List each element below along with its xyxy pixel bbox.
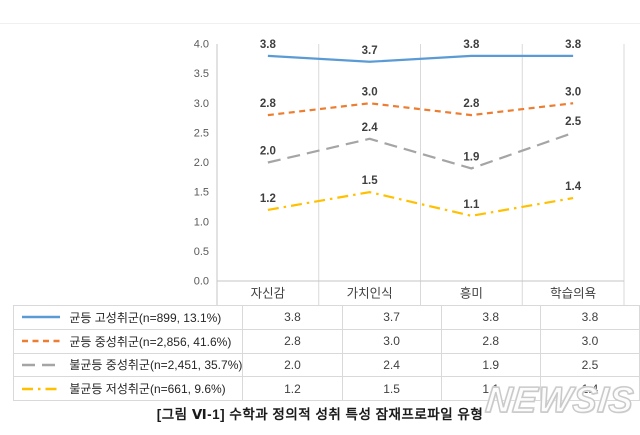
legend-cell: 불균등 저성취군(n=661, 9.6%) bbox=[12, 376, 244, 402]
table-row: 균등 중성취군(n=2,856, 41.6%) 2.8 3.0 2.8 3.0 bbox=[12, 328, 640, 354]
table-cell: 3.8 bbox=[539, 305, 640, 330]
table-row: 불균등 중성취군(n=2,451, 35.7%) 2.0 2.4 1.9 2.5 bbox=[12, 352, 640, 378]
series-label: 불균등 저성취군(n=661, 9.6%) bbox=[69, 382, 226, 397]
series-label: 균등 고성취군(n=899, 13.1%) bbox=[69, 310, 222, 325]
svg-text:자신감: 자신감 bbox=[251, 287, 286, 301]
table-cell: 3.7 bbox=[341, 305, 442, 330]
table-cell: 2.8 bbox=[242, 328, 343, 354]
figure-caption: [그림 Ⅵ-1] 수학과 정의적 성취 특성 잠재프로파일 유형 bbox=[156, 407, 484, 422]
svg-text:0.5: 0.5 bbox=[194, 246, 209, 258]
table-cell: 3.0 bbox=[341, 328, 442, 354]
svg-text:2.0: 2.0 bbox=[194, 157, 209, 169]
svg-text:2.5: 2.5 bbox=[194, 127, 209, 139]
svg-text:3.0: 3.0 bbox=[362, 86, 378, 98]
table-cell: 2.8 bbox=[440, 328, 541, 354]
table-cell: 2.0 bbox=[242, 352, 343, 378]
legend-cell: 불균등 중성취군(n=2,451, 35.7%) bbox=[12, 352, 244, 378]
table-cell: 3.0 bbox=[539, 328, 640, 354]
table-cell: 1.5 bbox=[341, 376, 442, 402]
table-cell: 1.1 bbox=[440, 376, 541, 402]
svg-text:1.5: 1.5 bbox=[362, 175, 379, 187]
series-line-swatch-icon bbox=[22, 316, 60, 319]
svg-text:2.0: 2.0 bbox=[260, 146, 276, 158]
svg-text:3.8: 3.8 bbox=[260, 39, 277, 51]
legend-cell: 균등 중성취군(n=2,856, 41.6%) bbox=[12, 328, 244, 354]
svg-text:4.0: 4.0 bbox=[194, 39, 209, 51]
table-cell: 3.8 bbox=[440, 305, 541, 330]
top-divider bbox=[0, 23, 640, 24]
svg-text:1.2: 1.2 bbox=[260, 193, 276, 205]
legend-cell: 균등 고성취군(n=899, 13.1%) bbox=[12, 305, 244, 330]
svg-text:2.5: 2.5 bbox=[565, 116, 582, 128]
svg-text:2.8: 2.8 bbox=[463, 98, 480, 110]
table-cell: 1.9 bbox=[440, 352, 541, 378]
table-cell: 1.4 bbox=[539, 376, 640, 402]
svg-text:1.5: 1.5 bbox=[194, 187, 209, 199]
svg-text:학습의욕: 학습의욕 bbox=[550, 287, 596, 301]
series-line-swatch-icon bbox=[22, 363, 60, 367]
svg-text:3.7: 3.7 bbox=[362, 45, 378, 57]
table-cell: 3.8 bbox=[242, 305, 343, 330]
svg-text:1.0: 1.0 bbox=[194, 216, 209, 228]
svg-text:3.8: 3.8 bbox=[463, 39, 480, 51]
svg-text:3.5: 3.5 bbox=[194, 68, 209, 80]
table-row: 불균등 저성취군(n=661, 9.6%) 1.2 1.5 1.1 1.4 bbox=[12, 376, 640, 402]
svg-text:가치인식: 가치인식 bbox=[347, 287, 393, 301]
series-label: 불균등 중성취군(n=2,451, 35.7%) bbox=[69, 358, 243, 373]
svg-text:2.8: 2.8 bbox=[260, 98, 277, 110]
svg-text:3.0: 3.0 bbox=[565, 86, 581, 98]
line-chart: 0.0 0.5 1.0 1.5 2.0 2.5 3.0 3.5 4.0 자신감 가치인식 흥미 학습의욕… bbox=[194, 39, 625, 305]
svg-text:1.9: 1.9 bbox=[463, 151, 479, 163]
svg-text:2.4: 2.4 bbox=[362, 122, 379, 134]
table-cell: 2.4 bbox=[341, 352, 442, 378]
table-cell: 1.2 bbox=[242, 376, 343, 402]
svg-text:3.8: 3.8 bbox=[565, 39, 582, 51]
svg-text:1.4: 1.4 bbox=[565, 181, 582, 193]
series-label: 균등 중성취군(n=2,856, 41.6%) bbox=[69, 334, 232, 349]
svg-text:3.0: 3.0 bbox=[194, 98, 209, 110]
chart-data-table: 균등 고성취군(n=899, 13.1%) 3.8 3.7 3.8 3.8 균등… bbox=[12, 305, 640, 402]
table-cell: 2.5 bbox=[539, 352, 640, 378]
series-line-swatch-icon bbox=[22, 339, 60, 343]
svg-text:1.1: 1.1 bbox=[463, 199, 480, 211]
series-line-swatch-icon bbox=[22, 387, 60, 391]
svg-text:0.0: 0.0 bbox=[194, 276, 209, 288]
svg-text:흥미: 흥미 bbox=[460, 287, 483, 301]
table-row: 균등 고성취군(n=899, 13.1%) 3.8 3.7 3.8 3.8 bbox=[12, 305, 640, 330]
